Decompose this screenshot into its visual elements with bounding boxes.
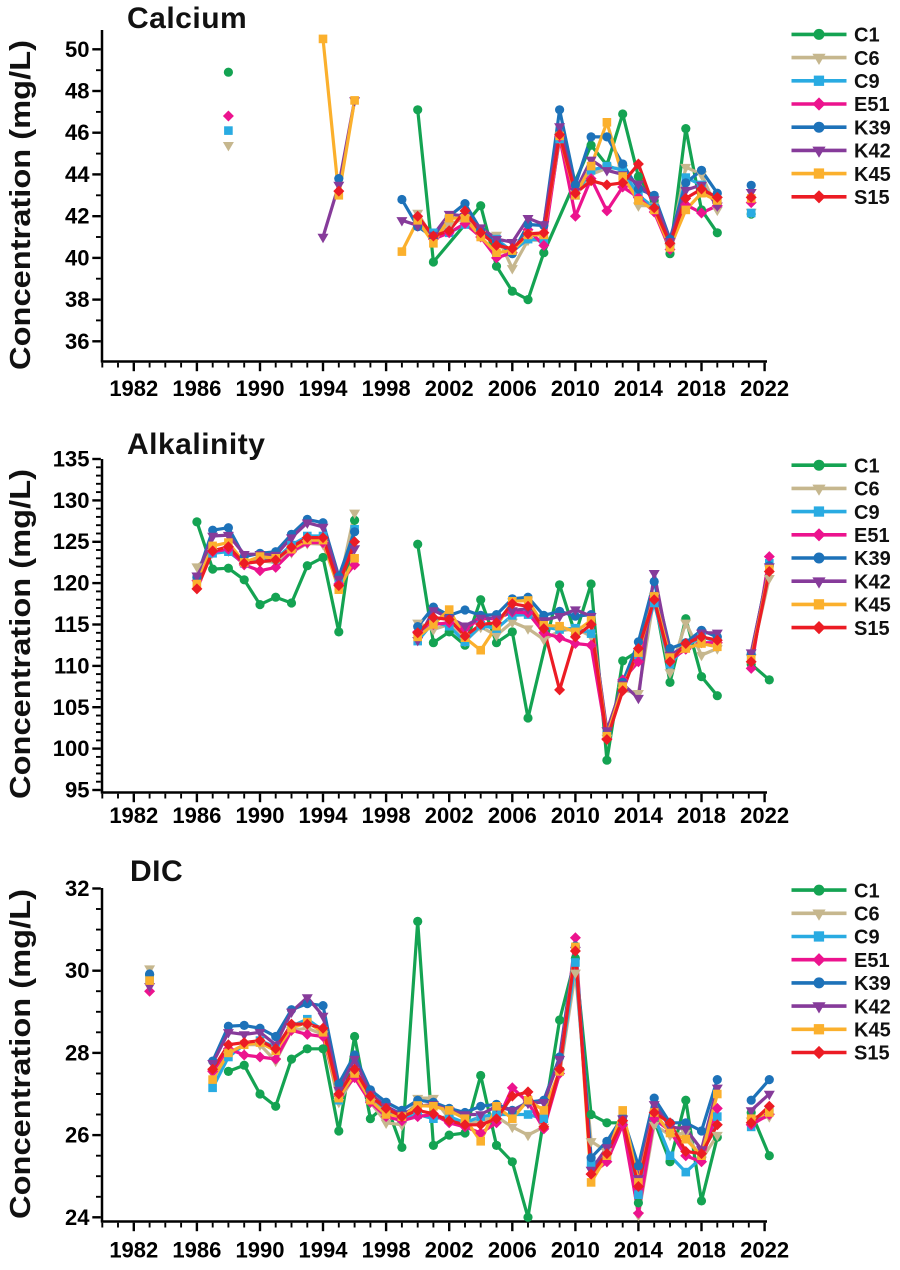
svg-text:2002: 2002 xyxy=(425,376,474,401)
svg-text:50: 50 xyxy=(65,37,89,62)
svg-text:K39: K39 xyxy=(854,548,891,570)
svg-text:105: 105 xyxy=(53,695,90,720)
svg-text:40: 40 xyxy=(65,245,89,270)
svg-text:2010: 2010 xyxy=(551,1238,600,1263)
svg-text:130: 130 xyxy=(53,488,90,513)
svg-text:2010: 2010 xyxy=(551,376,600,401)
svg-text:115: 115 xyxy=(54,612,90,637)
svg-text:2022: 2022 xyxy=(740,803,789,828)
svg-text:1982: 1982 xyxy=(109,803,158,828)
svg-text:2018: 2018 xyxy=(677,1238,726,1263)
svg-text:2014: 2014 xyxy=(614,376,664,401)
svg-text:24: 24 xyxy=(65,1205,90,1230)
svg-text:Concentration (mg/L): Concentration (mg/L) xyxy=(5,469,37,799)
svg-text:K39: K39 xyxy=(854,117,891,139)
svg-text:1986: 1986 xyxy=(172,1238,221,1263)
svg-text:1998: 1998 xyxy=(362,803,411,828)
svg-text:K42: K42 xyxy=(854,141,891,163)
svg-text:C9: C9 xyxy=(854,927,880,949)
svg-text:K42: K42 xyxy=(854,996,891,1018)
svg-text:1986: 1986 xyxy=(172,376,221,401)
svg-text:1990: 1990 xyxy=(236,1238,285,1263)
svg-text:1982: 1982 xyxy=(109,376,158,401)
svg-text:1982: 1982 xyxy=(109,1238,158,1263)
svg-text:C6: C6 xyxy=(854,48,880,70)
svg-text:2010: 2010 xyxy=(551,803,600,828)
svg-text:95: 95 xyxy=(65,778,89,803)
svg-text:K42: K42 xyxy=(854,571,891,593)
svg-text:2006: 2006 xyxy=(488,376,537,401)
svg-text:E51: E51 xyxy=(854,94,890,116)
svg-text:46: 46 xyxy=(65,120,89,145)
svg-text:C9: C9 xyxy=(854,502,880,524)
svg-text:C9: C9 xyxy=(854,71,880,93)
svg-text:E51: E51 xyxy=(854,950,890,972)
svg-text:2018: 2018 xyxy=(677,376,726,401)
svg-text:K45: K45 xyxy=(854,595,891,617)
svg-text:1990: 1990 xyxy=(236,803,285,828)
svg-text:K39: K39 xyxy=(854,973,891,995)
svg-text:Alkalinity: Alkalinity xyxy=(127,428,265,461)
svg-text:S15: S15 xyxy=(854,1043,890,1065)
svg-text:K45: K45 xyxy=(854,1020,891,1042)
svg-text:2002: 2002 xyxy=(425,803,474,828)
svg-text:44: 44 xyxy=(65,162,90,187)
svg-text:28: 28 xyxy=(65,1040,89,1065)
svg-text:1994: 1994 xyxy=(299,1238,349,1263)
svg-text:2002: 2002 xyxy=(425,1238,474,1263)
svg-text:S15: S15 xyxy=(854,618,890,640)
svg-text:C1: C1 xyxy=(854,880,880,902)
svg-text:C1: C1 xyxy=(854,25,880,47)
svg-text:100: 100 xyxy=(53,736,90,761)
svg-text:Concentration (mg/L): Concentration (mg/L) xyxy=(5,40,37,370)
svg-text:Concentration (mg/L): Concentration (mg/L) xyxy=(5,889,37,1219)
svg-text:1994: 1994 xyxy=(299,376,349,401)
svg-text:42: 42 xyxy=(65,204,89,229)
svg-text:26: 26 xyxy=(65,1123,89,1148)
svg-text:2018: 2018 xyxy=(677,803,726,828)
svg-text:1994: 1994 xyxy=(299,803,349,828)
svg-text:2014: 2014 xyxy=(614,803,664,828)
svg-text:2022: 2022 xyxy=(740,1238,789,1263)
svg-text:38: 38 xyxy=(65,287,89,312)
svg-text:C6: C6 xyxy=(854,479,880,501)
svg-text:125: 125 xyxy=(53,529,90,554)
svg-text:1986: 1986 xyxy=(172,803,221,828)
svg-text:E51: E51 xyxy=(854,525,890,547)
svg-text:C1: C1 xyxy=(854,455,880,477)
svg-text:135: 135 xyxy=(53,447,90,472)
svg-text:Calcium: Calcium xyxy=(127,2,247,35)
svg-text:110: 110 xyxy=(54,653,90,678)
svg-text:1998: 1998 xyxy=(362,376,411,401)
svg-text:2006: 2006 xyxy=(488,1238,537,1263)
svg-text:2014: 2014 xyxy=(614,1238,664,1263)
svg-text:K45: K45 xyxy=(854,164,891,186)
svg-text:1998: 1998 xyxy=(362,1238,411,1263)
svg-text:120: 120 xyxy=(53,571,90,596)
svg-text:1990: 1990 xyxy=(236,376,285,401)
svg-text:30: 30 xyxy=(65,958,89,983)
svg-text:36: 36 xyxy=(65,329,89,354)
svg-text:32: 32 xyxy=(65,876,89,901)
svg-text:2006: 2006 xyxy=(488,803,537,828)
svg-text:DIC: DIC xyxy=(130,855,183,888)
svg-text:2022: 2022 xyxy=(740,376,789,401)
svg-text:48: 48 xyxy=(65,79,89,104)
svg-text:C6: C6 xyxy=(854,904,880,926)
svg-text:S15: S15 xyxy=(854,187,890,209)
